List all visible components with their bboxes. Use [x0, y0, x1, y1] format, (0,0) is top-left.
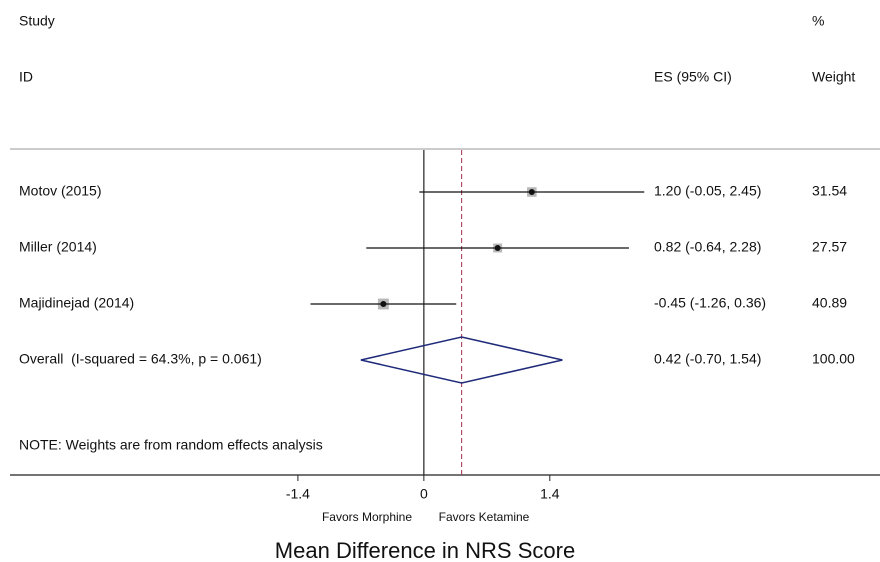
- study-es-label: -0.45 (-1.26, 0.36): [654, 295, 766, 311]
- point-estimate: [528, 189, 535, 195]
- overall-es-label: 0.42 (-0.70, 1.54): [654, 351, 761, 367]
- study-weight: 40.89: [812, 295, 847, 311]
- point-estimate: [380, 301, 387, 307]
- x-tick-label: 1.4: [540, 486, 560, 502]
- header-weight: Weight: [812, 69, 855, 85]
- x-tick-label: 0: [420, 486, 428, 502]
- study-es-label: 1.20 (-0.05, 2.45): [654, 183, 761, 199]
- study-name: Motov (2015): [19, 183, 101, 199]
- right-label: Favors Ketamine: [439, 510, 530, 524]
- point-estimate: [494, 245, 501, 251]
- header-es: ES (95% CI): [654, 69, 732, 85]
- x-tick-label: -1.4: [286, 486, 310, 502]
- note: NOTE: Weights are from random effects an…: [19, 437, 323, 453]
- study-name: Miller (2014): [19, 239, 97, 255]
- header-study: Study: [19, 13, 55, 29]
- study-name: Majidinejad (2014): [19, 295, 134, 311]
- left-label: Favors Morphine: [322, 510, 412, 524]
- header-pct: %: [812, 13, 824, 29]
- study-es-label: 0.82 (-0.64, 2.28): [654, 239, 761, 255]
- x-axis-title: Mean Difference in NRS Score: [275, 538, 575, 562]
- study-weight: 31.54: [812, 183, 847, 199]
- overall-name: Overall (I-squared = 64.3%, p = 0.061): [19, 351, 262, 367]
- overall-weight: 100.00: [812, 351, 855, 367]
- study-weight: 27.57: [812, 239, 847, 255]
- header-id: ID: [19, 69, 33, 85]
- overall-diamond: [360, 336, 563, 384]
